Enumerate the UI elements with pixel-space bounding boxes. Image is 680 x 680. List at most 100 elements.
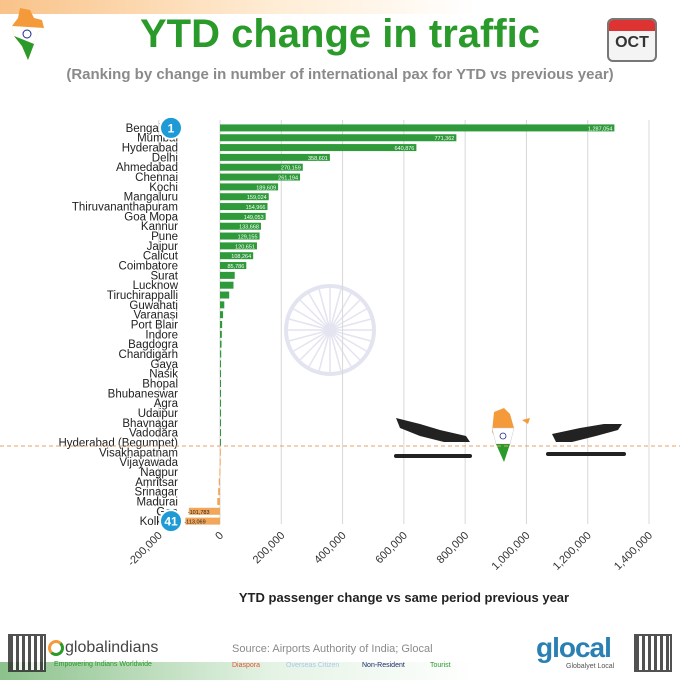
category-label: Nasik — [149, 369, 178, 381]
bar — [220, 222, 261, 230]
category-label: Calicut — [143, 251, 179, 263]
bar — [220, 134, 457, 142]
value-label: 149,053 — [244, 215, 264, 221]
bar — [220, 360, 221, 368]
bar — [220, 252, 254, 260]
category-label: Visakhapatnam — [99, 447, 178, 459]
globalindians-logo-icon — [48, 640, 64, 656]
category-label: Jaipur — [147, 241, 178, 253]
page-title: YTD change in traffic — [139, 12, 541, 56]
bar — [220, 311, 224, 319]
category-label: Surat — [151, 270, 179, 282]
value-label: 120,651 — [235, 244, 255, 250]
category-label: Vijayawada — [119, 457, 178, 469]
bar — [220, 389, 221, 397]
category-label: Srinagar — [135, 487, 179, 499]
bar — [220, 379, 221, 387]
bar — [220, 429, 221, 437]
bar — [220, 173, 301, 181]
category-label: Varanasi — [133, 310, 178, 322]
category-label: Goa Mopa — [124, 211, 178, 223]
value-label: -113,069 — [184, 520, 205, 526]
value-label: 133,668 — [239, 225, 259, 231]
rank-badge-label: 1 — [168, 121, 175, 135]
bar — [220, 350, 222, 358]
rank-badge-label: 41 — [164, 515, 178, 529]
bar — [185, 517, 220, 525]
bar — [220, 212, 266, 220]
bar — [220, 163, 303, 171]
x-axis-label: YTD passenger change vs same period prev… — [239, 590, 569, 605]
bar — [220, 242, 257, 250]
category-label: Hyderabad — [122, 143, 178, 155]
value-label: 261,194 — [278, 176, 298, 182]
bar — [220, 281, 234, 289]
value-label: 129,155 — [238, 235, 258, 241]
bar — [220, 144, 417, 152]
category-label: Bhavnagar — [122, 418, 178, 430]
value-label: 771,362 — [434, 136, 454, 142]
x-tick-label: 1,400,000 — [612, 530, 655, 573]
value-label: 108,264 — [231, 254, 251, 260]
category-label: Ahmedabad — [116, 162, 178, 174]
value-label: 154,966 — [246, 205, 266, 211]
bar — [220, 262, 247, 270]
bar — [220, 124, 615, 132]
category-label: Port Blair — [131, 320, 178, 332]
bar — [219, 468, 221, 476]
category-label: Guwahati — [129, 300, 178, 312]
x-tick-label: 1,000,000 — [489, 530, 532, 573]
bar — [218, 488, 220, 496]
category-label: Madurai — [136, 496, 178, 508]
tricolor-bottom-band — [0, 662, 680, 680]
category-label: Mangaluru — [124, 192, 178, 204]
qr-code-left — [8, 634, 46, 672]
arrival-plane-icon — [546, 424, 626, 456]
calendar-icon: OCT — [607, 18, 657, 62]
category-label: Vadodara — [129, 428, 179, 440]
legend-non-resident: Non-Resident — [362, 662, 405, 669]
india-map-icon — [12, 8, 44, 60]
traffic-bar-chart: BengaluruMumbaiHyderabadDelhiAhmedabadCh… — [0, 115, 680, 605]
brand-left-tagline: Empowering Indians Worldwide — [54, 661, 152, 668]
bar — [188, 507, 220, 515]
bar — [218, 478, 220, 486]
bar — [220, 193, 269, 201]
bar — [219, 458, 221, 466]
x-tick-label: -200,000 — [126, 530, 165, 569]
bar — [220, 203, 268, 211]
legend-diaspora: Diaspora — [232, 662, 261, 669]
x-tick-label: 0 — [213, 530, 226, 543]
category-label: Indore — [145, 329, 178, 341]
category-label: Thiruvananthapuram — [72, 202, 178, 214]
bar — [220, 183, 279, 191]
source-note: Source: Airports Authority of India; Glo… — [232, 643, 433, 655]
legend-tourist: Tourist — [430, 662, 451, 669]
category-label: Chandigarh — [119, 349, 178, 361]
bar — [220, 370, 221, 378]
category-label: Tiruchirappalli — [107, 290, 178, 302]
category-label: Amritsar — [135, 477, 178, 489]
category-label: Nagpur — [140, 467, 178, 479]
bar — [220, 291, 230, 299]
category-label: Bagdogra — [128, 339, 178, 351]
qr-code-right — [634, 634, 672, 672]
bar — [220, 419, 221, 427]
legend-overseas-citizen: Overseas Citizen — [286, 662, 340, 669]
page-subtitle: (Ranking by change in number of internat… — [66, 66, 614, 83]
x-tick-label: 800,000 — [435, 530, 472, 567]
value-label: 1,287,054 — [588, 126, 612, 132]
bar — [220, 330, 222, 338]
bar — [220, 438, 221, 446]
month-badge: OCT — [615, 34, 649, 51]
category-label: Chennai — [135, 172, 178, 184]
category-label: Pune — [151, 231, 178, 243]
rank-badge — [159, 509, 183, 534]
value-label: 640,876 — [394, 146, 414, 152]
value-label: 189,609 — [256, 185, 276, 191]
departure-plane-icon — [394, 418, 472, 458]
value-label: 159,024 — [247, 195, 267, 201]
category-label: Bhopal — [142, 378, 178, 390]
brand-right-name: glocal — [536, 632, 612, 663]
category-label: Gaya — [151, 359, 179, 371]
